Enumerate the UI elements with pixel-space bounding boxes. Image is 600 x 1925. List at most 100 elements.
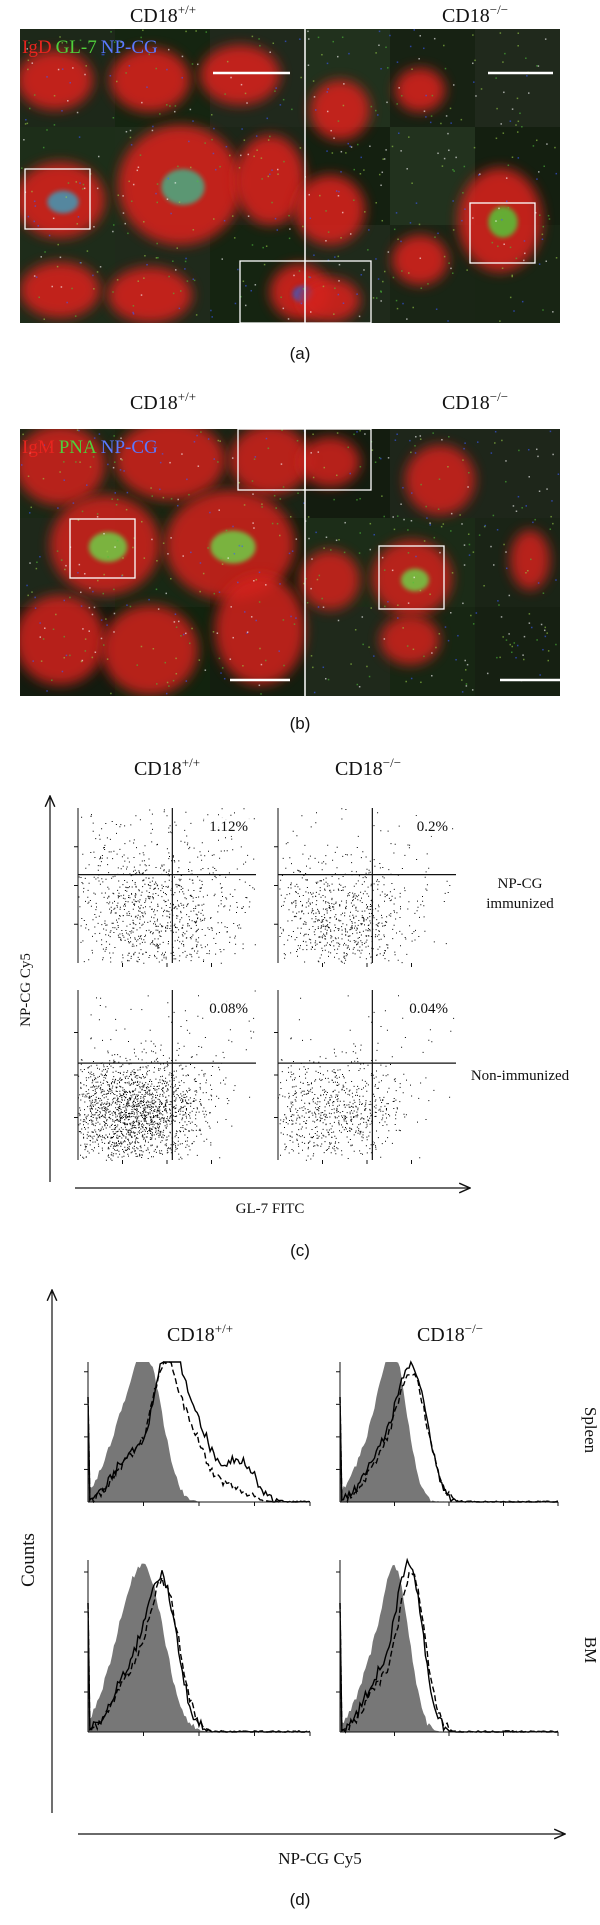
speckle (174, 110, 176, 113)
stain: NP-CG (101, 437, 158, 458)
speckle (288, 237, 291, 240)
speckle (113, 41, 116, 44)
speckle (327, 231, 330, 233)
speckle (465, 683, 468, 685)
speckle (170, 212, 172, 215)
speckle (397, 604, 399, 606)
pct-bg (204, 998, 250, 1018)
speckle (334, 256, 336, 258)
speckle (65, 564, 67, 567)
speckle (97, 579, 99, 582)
speckle (452, 272, 454, 274)
speckle (377, 278, 380, 280)
speckle (44, 251, 46, 253)
speckle (364, 433, 366, 435)
speckle (86, 250, 89, 252)
speckle (185, 632, 187, 635)
speckle (357, 143, 359, 146)
speckle (341, 211, 344, 214)
speckle (196, 434, 198, 437)
speckle (298, 270, 301, 272)
speckle (555, 172, 558, 175)
speckle (396, 61, 399, 63)
speckle (537, 65, 540, 67)
follicle (102, 605, 198, 695)
speckle (483, 525, 486, 528)
speckle (31, 591, 33, 593)
speckle (152, 647, 155, 650)
speckle (347, 446, 349, 449)
speckle (276, 522, 279, 525)
speckle (98, 433, 101, 435)
speckle (397, 617, 399, 619)
speckle (129, 136, 132, 139)
speckle (406, 168, 408, 170)
speckle (392, 276, 395, 279)
speckle (495, 77, 497, 79)
follicle (108, 267, 192, 323)
speckle (128, 180, 130, 183)
speckle (505, 480, 507, 483)
speckle (37, 225, 39, 227)
header-base: CD18 (130, 5, 178, 27)
speckle (176, 247, 179, 249)
speckle (282, 307, 285, 310)
speckle (78, 136, 81, 138)
speckle (290, 615, 292, 618)
speckle (213, 127, 215, 130)
speckle (306, 601, 309, 604)
speckle (119, 469, 122, 471)
speckle (540, 623, 543, 626)
speckle (441, 438, 443, 441)
speckle (184, 260, 187, 263)
speckle (356, 499, 358, 501)
speckle (441, 165, 444, 167)
speckle (102, 53, 105, 56)
speckle (253, 579, 255, 582)
speckle (478, 174, 480, 176)
speckle (502, 132, 505, 134)
speckle (440, 122, 442, 125)
speckle (523, 240, 526, 242)
stain-legend: IgD GL-7 NP-CG (22, 37, 158, 58)
speckle (462, 459, 464, 461)
speckle (387, 457, 390, 459)
speckle (193, 279, 196, 282)
speckle (140, 645, 143, 648)
speckle (412, 306, 414, 309)
panel-label: (a) (290, 344, 311, 363)
speckle (527, 92, 530, 94)
speckle (307, 30, 309, 33)
speckle (269, 135, 271, 138)
follicle (295, 175, 365, 245)
speckle (423, 110, 426, 112)
speckle (501, 219, 503, 221)
speckle (157, 256, 159, 259)
speckle (313, 691, 316, 694)
blobs (20, 29, 558, 323)
speckle (295, 538, 298, 540)
inset-box (239, 260, 372, 324)
speckle (86, 484, 88, 486)
speckle (468, 471, 470, 474)
speckle (46, 690, 48, 692)
speckle (315, 531, 317, 534)
speckle (449, 107, 452, 110)
speckle (99, 266, 102, 268)
speckle (103, 573, 105, 576)
image-tile (305, 607, 390, 696)
speckle (151, 495, 153, 497)
speckle (403, 518, 405, 521)
speckle (293, 623, 296, 625)
speckle (317, 451, 320, 453)
speckle (501, 439, 503, 442)
header-sup: −/− (490, 2, 508, 17)
speckle (165, 692, 168, 695)
speckle (440, 525, 443, 528)
speckle (518, 449, 520, 452)
speckle (555, 579, 557, 581)
speckle (192, 120, 194, 122)
speckle (136, 664, 138, 666)
speckle (522, 654, 524, 656)
speckle (327, 259, 330, 262)
